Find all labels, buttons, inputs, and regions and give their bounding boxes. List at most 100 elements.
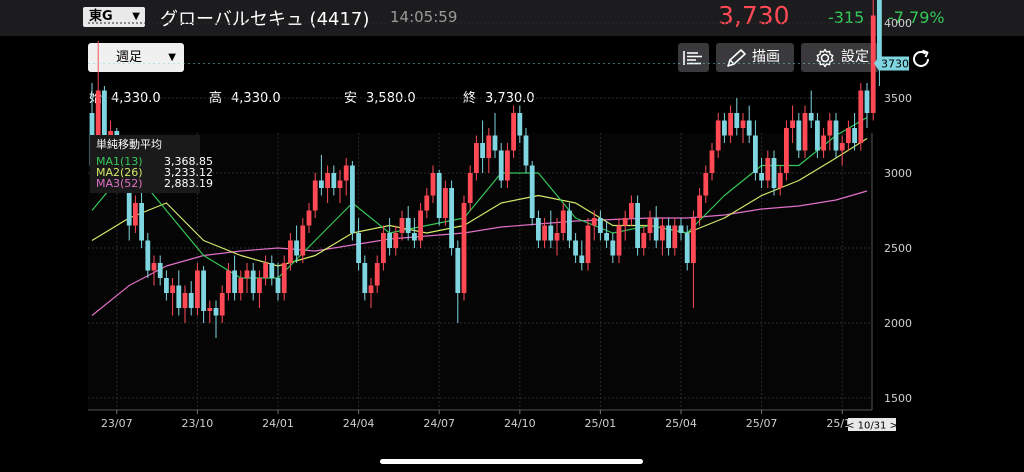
candle-body [257, 278, 262, 293]
candle-body [790, 120, 795, 128]
candle [598, 210, 603, 241]
candle [616, 218, 622, 263]
reload-icon[interactable] [907, 45, 935, 73]
candle-body [368, 285, 374, 293]
candle-body [740, 120, 746, 128]
candle-body [226, 270, 231, 293]
candle-body [436, 173, 442, 218]
candle-body [275, 278, 281, 293]
draw-label: 描画 [752, 49, 780, 65]
candle-body [424, 195, 430, 211]
candle-body [672, 225, 678, 248]
date-tag-box [848, 418, 896, 431]
candle [300, 218, 306, 263]
plot-area [88, 133, 872, 410]
candle-body [474, 143, 479, 173]
legend-ma3-value: 2,883.19 [164, 177, 213, 190]
candle-body [294, 240, 299, 256]
candle [554, 218, 560, 256]
candle [294, 225, 299, 263]
y-tick-label: 3500 [884, 92, 912, 105]
candle [387, 218, 392, 256]
candle [182, 285, 188, 323]
candle-body [827, 120, 833, 136]
candle-body [622, 218, 628, 226]
candle [250, 263, 256, 301]
candle [467, 165, 473, 211]
candle-body [195, 270, 200, 308]
candle [567, 203, 572, 248]
period-select[interactable]: 週足 ▼ [88, 43, 184, 72]
chevron-down-icon: ▼ [168, 52, 176, 63]
candle [288, 233, 293, 271]
candle [709, 143, 715, 181]
candle [579, 240, 585, 271]
candle [591, 210, 597, 241]
candle [542, 218, 547, 248]
candle [207, 300, 213, 323]
legend-ma2-label: MA2(26) [96, 166, 143, 179]
candle [728, 105, 733, 143]
candle-body [604, 233, 609, 241]
candle-body [709, 150, 715, 173]
settings-button[interactable]: 設定 [801, 43, 879, 72]
candle [666, 218, 671, 256]
y-tick-label: 3000 [884, 167, 912, 180]
candle [139, 191, 144, 248]
candle [839, 135, 845, 166]
candle [523, 128, 529, 173]
candle-body [430, 173, 436, 196]
candle-body [846, 128, 851, 143]
ma3-line [91, 190, 868, 316]
candle [641, 225, 647, 256]
candle-body [331, 173, 337, 188]
candle-body [337, 180, 343, 188]
candle [815, 113, 820, 158]
candle-body [505, 150, 510, 181]
candle-body [728, 113, 733, 136]
candle [827, 113, 833, 151]
candle-body [219, 293, 225, 316]
candle [455, 240, 461, 323]
candle-body [771, 158, 777, 188]
candle [722, 113, 727, 143]
candle-body [517, 113, 523, 136]
y-tick-label: 4000 [884, 17, 912, 30]
candle-body [325, 173, 330, 188]
legend-ma1-label: MA1(13) [96, 155, 143, 168]
candle [145, 233, 151, 278]
candle-body [95, 90, 101, 166]
candle [852, 113, 857, 151]
candle [498, 143, 504, 188]
candle-body [610, 240, 616, 256]
candle-body [784, 128, 789, 173]
candle [337, 170, 343, 203]
candle-body [126, 173, 132, 226]
candle-body [498, 150, 504, 181]
candle [188, 281, 194, 316]
market-select[interactable]: 東G ▼ [83, 7, 145, 27]
candle [505, 143, 510, 188]
candle [715, 113, 721, 158]
candle-body [691, 218, 696, 263]
candle [821, 128, 826, 158]
x-tick-label: 24/10 [504, 417, 536, 430]
candle-body [703, 173, 709, 196]
candle [653, 206, 659, 248]
candle-body [288, 240, 293, 263]
candle [864, 83, 870, 128]
candle [808, 90, 814, 128]
candle [170, 278, 175, 316]
ma1-line [91, 116, 868, 279]
candle [759, 158, 764, 188]
candle-body [387, 233, 392, 248]
candle-body [164, 278, 169, 293]
candle-body [102, 90, 107, 158]
candle [399, 210, 405, 241]
candle [164, 270, 169, 301]
candle [176, 270, 182, 316]
candle-body [244, 270, 250, 278]
draw-button[interactable]: 描画 [716, 43, 794, 72]
candle [368, 278, 374, 308]
